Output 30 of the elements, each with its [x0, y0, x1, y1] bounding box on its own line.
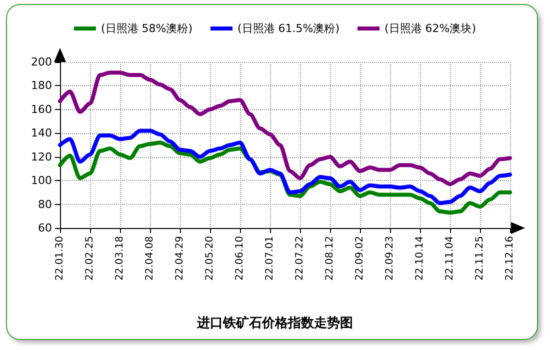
y-tick-label: 200	[31, 56, 52, 68]
x-tick-label: 22.01.30	[54, 236, 66, 281]
line-series	[58, 128, 512, 206]
x-tick-label: 22.03.18	[114, 236, 126, 281]
x-tick-label: 22.09.23	[384, 236, 396, 281]
x-tick-label: 22.04.29	[174, 236, 186, 281]
x-tick-label: 22.02.25	[84, 236, 96, 281]
x-tick-label: 22.06.10	[234, 236, 246, 281]
y-tick-label: 140	[31, 126, 52, 140]
x-tick-label: 22.11.04	[444, 236, 456, 281]
y-tick-label: 180	[31, 79, 52, 92]
line-series	[58, 70, 512, 186]
x-tick-label: 22.10.14	[414, 236, 426, 281]
legend-label: (日照港 61.5%澳粉)	[237, 22, 340, 35]
y-tick-label: 160	[31, 102, 52, 116]
y-tick-label: 120	[31, 150, 52, 164]
y-tick-label: 60	[38, 222, 52, 234]
legend-label: (日照港 62%澳块)	[384, 22, 476, 35]
legend-label: (日照港 58%澳粉)	[100, 22, 192, 35]
x-tick-label: 22.07.01	[264, 236, 276, 281]
x-tick-label: 22.08.12	[324, 236, 336, 281]
y-tick-label: 80	[38, 198, 52, 211]
x-tick-label: 22.09.02	[354, 236, 366, 281]
x-tick-label: 22.07.22	[294, 236, 306, 281]
x-tick-label: 22.04.08	[144, 236, 156, 281]
x-tick-label: 22.05.20	[204, 236, 216, 281]
y-tick-label: 100	[31, 174, 52, 188]
text: 进口铁矿石价格指数走势图	[196, 315, 353, 331]
x-tick-label: 22.12.16	[504, 236, 516, 281]
x-tick-label: 22.11.25	[474, 236, 486, 281]
